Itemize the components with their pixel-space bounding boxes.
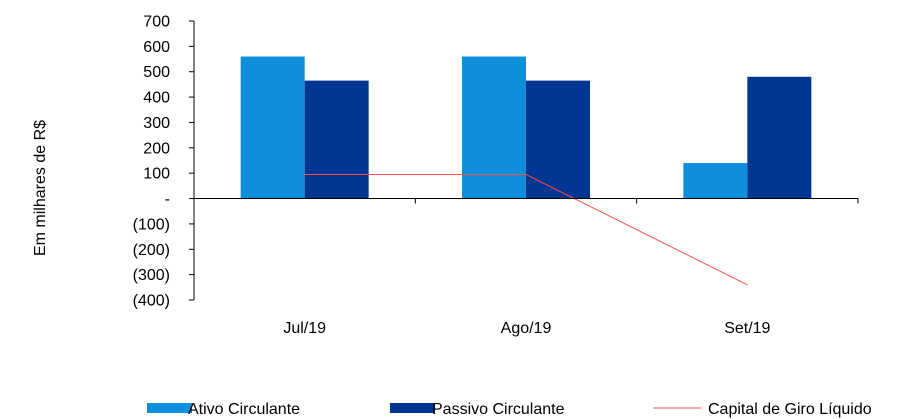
y-tick-label: 100 [143, 166, 170, 183]
bar [526, 80, 590, 199]
y-tick-label: 700 [143, 14, 170, 31]
x-tick-label: Ago/19 [501, 320, 552, 337]
legend: Ativo Circulante Passivo Circulante Capita… [147, 401, 872, 418]
axes [189, 20, 859, 301]
y-tick-label: 300 [143, 115, 170, 132]
y-tick-label: 600 [143, 39, 170, 56]
legend-label: Capital de Giro Líquido [708, 401, 872, 418]
y-tick-label: 500 [143, 64, 170, 81]
y-tick-label: 200 [143, 140, 170, 157]
bar [462, 56, 526, 199]
legend-swatch [390, 403, 435, 413]
bar [747, 76, 812, 199]
y-axis-label: Em milhares de R$ [32, 120, 49, 256]
bars [240, 56, 812, 199]
bar [683, 163, 748, 199]
tick-labels: 700 600 500 400 300 200 100 - (100) (200) (300) (40… [133, 14, 771, 338]
y-tick-label: 400 [143, 90, 170, 107]
legend-label: Ativo Circulante [188, 401, 300, 418]
y-tick-label: (400) [133, 293, 170, 310]
lines [304, 173, 748, 286]
series-line [304, 173, 748, 286]
y-tick-label: (100) [133, 216, 170, 233]
bar [240, 56, 305, 199]
bar [304, 80, 369, 199]
legend-swatch [147, 403, 192, 413]
y-tick-label: - [165, 191, 170, 208]
legend-label: Passivo Circulante [432, 401, 565, 418]
y-tick-label: (300) [133, 267, 170, 284]
y-tick-label: (200) [133, 242, 170, 259]
x-tick-label: Jul/19 [283, 320, 326, 337]
x-tick-label: Set/19 [724, 320, 770, 337]
